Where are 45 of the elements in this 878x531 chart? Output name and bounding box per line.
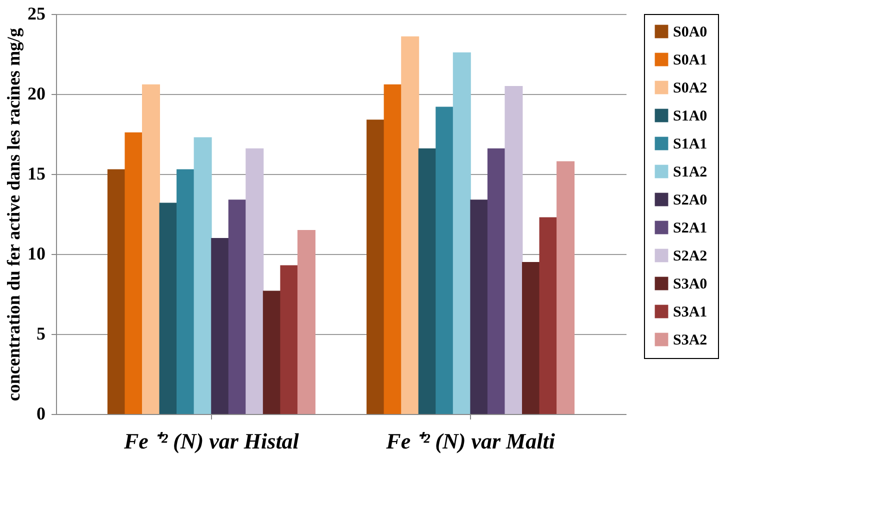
legend-label: S0A0 — [673, 24, 708, 40]
bar — [504, 86, 523, 414]
bar — [487, 148, 506, 414]
bar — [556, 161, 575, 414]
legend-label: S0A1 — [673, 52, 708, 68]
y-tick-label: 10 — [28, 244, 46, 264]
bar — [211, 238, 230, 414]
y-tick-label: 5 — [36, 324, 46, 344]
legend-label: S3A0 — [673, 276, 708, 292]
bar — [142, 84, 160, 414]
legend-label: S1A1 — [673, 136, 708, 152]
bar — [176, 169, 195, 414]
bar — [436, 106, 454, 414]
y-tick-label: 15 — [28, 164, 46, 184]
bar — [470, 200, 488, 414]
bar — [124, 132, 143, 414]
bar — [539, 217, 558, 414]
y-tick-label: 0 — [36, 404, 46, 424]
legend-label: S1A2 — [673, 164, 708, 180]
bar — [228, 200, 246, 414]
y-axis-title: concentration du fer active dans les racines mg/g — [4, 28, 24, 402]
bar — [107, 169, 126, 414]
x-tick-label: Fe ⁺² (N) var Malti — [385, 428, 556, 454]
y-tick-label: 20 — [28, 84, 46, 104]
legend-label: S1A0 — [673, 108, 708, 124]
bar — [297, 230, 316, 414]
y-tick-label: 25 — [28, 4, 46, 24]
bar — [384, 84, 402, 414]
bar — [366, 120, 385, 414]
bar — [452, 52, 471, 414]
legend-label: S2A0 — [673, 192, 708, 208]
bar — [246, 148, 264, 414]
legend-label: S2A2 — [673, 248, 708, 264]
bar — [401, 36, 420, 414]
legend-label: S2A1 — [673, 220, 708, 236]
bar — [418, 148, 436, 414]
legend-label: S3A2 — [673, 332, 708, 348]
legend-label: S3A1 — [673, 304, 708, 320]
bar — [262, 290, 281, 414]
bar — [522, 262, 540, 414]
bar — [194, 137, 212, 414]
x-tick-label: Fe ⁺² (N) var Histal — [122, 428, 300, 454]
bar — [280, 265, 298, 414]
legend-label: S0A2 — [673, 80, 708, 96]
bar — [159, 202, 178, 414]
